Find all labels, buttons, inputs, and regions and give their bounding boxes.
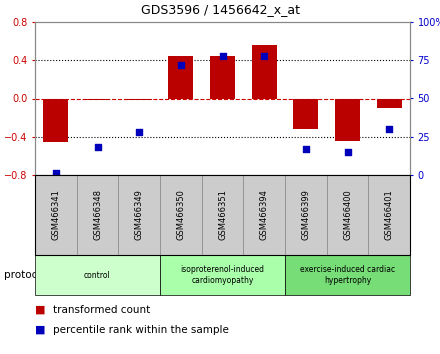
- Text: GSM466400: GSM466400: [343, 190, 352, 240]
- Text: ■: ■: [35, 305, 45, 315]
- Text: GSM466348: GSM466348: [93, 189, 102, 240]
- Text: GSM466399: GSM466399: [301, 189, 310, 240]
- Text: GSM466394: GSM466394: [260, 189, 269, 240]
- Point: [260, 53, 268, 58]
- Point: [52, 171, 59, 176]
- Bar: [335, 98, 360, 141]
- Point: [177, 62, 184, 68]
- Bar: [85, 98, 110, 101]
- Bar: [43, 98, 68, 143]
- Text: control: control: [84, 270, 111, 280]
- Text: GSM466351: GSM466351: [218, 189, 227, 240]
- Text: exercise-induced cardiac
hypertrophy: exercise-induced cardiac hypertrophy: [300, 265, 395, 285]
- Point: [385, 126, 392, 132]
- Bar: [252, 45, 277, 98]
- Text: GSM466350: GSM466350: [176, 189, 185, 240]
- Point: [219, 53, 226, 58]
- Text: GSM466341: GSM466341: [51, 189, 60, 240]
- Text: GSM466349: GSM466349: [135, 189, 144, 240]
- Bar: [377, 98, 402, 108]
- Text: GSM466401: GSM466401: [385, 190, 394, 240]
- Bar: [293, 98, 318, 129]
- Bar: [169, 56, 193, 98]
- Text: percentile rank within the sample: percentile rank within the sample: [53, 325, 228, 335]
- Bar: [210, 56, 235, 98]
- Point: [302, 146, 309, 152]
- Text: ■: ■: [35, 325, 45, 335]
- Point: [136, 129, 143, 135]
- Text: protocol: protocol: [4, 270, 47, 280]
- Text: isoproterenol-induced
cardiomyopathy: isoproterenol-induced cardiomyopathy: [180, 265, 264, 285]
- Point: [344, 149, 351, 155]
- Text: transformed count: transformed count: [53, 305, 150, 315]
- Point: [94, 145, 101, 150]
- Text: GDS3596 / 1456642_x_at: GDS3596 / 1456642_x_at: [140, 3, 300, 16]
- Bar: [127, 98, 152, 101]
